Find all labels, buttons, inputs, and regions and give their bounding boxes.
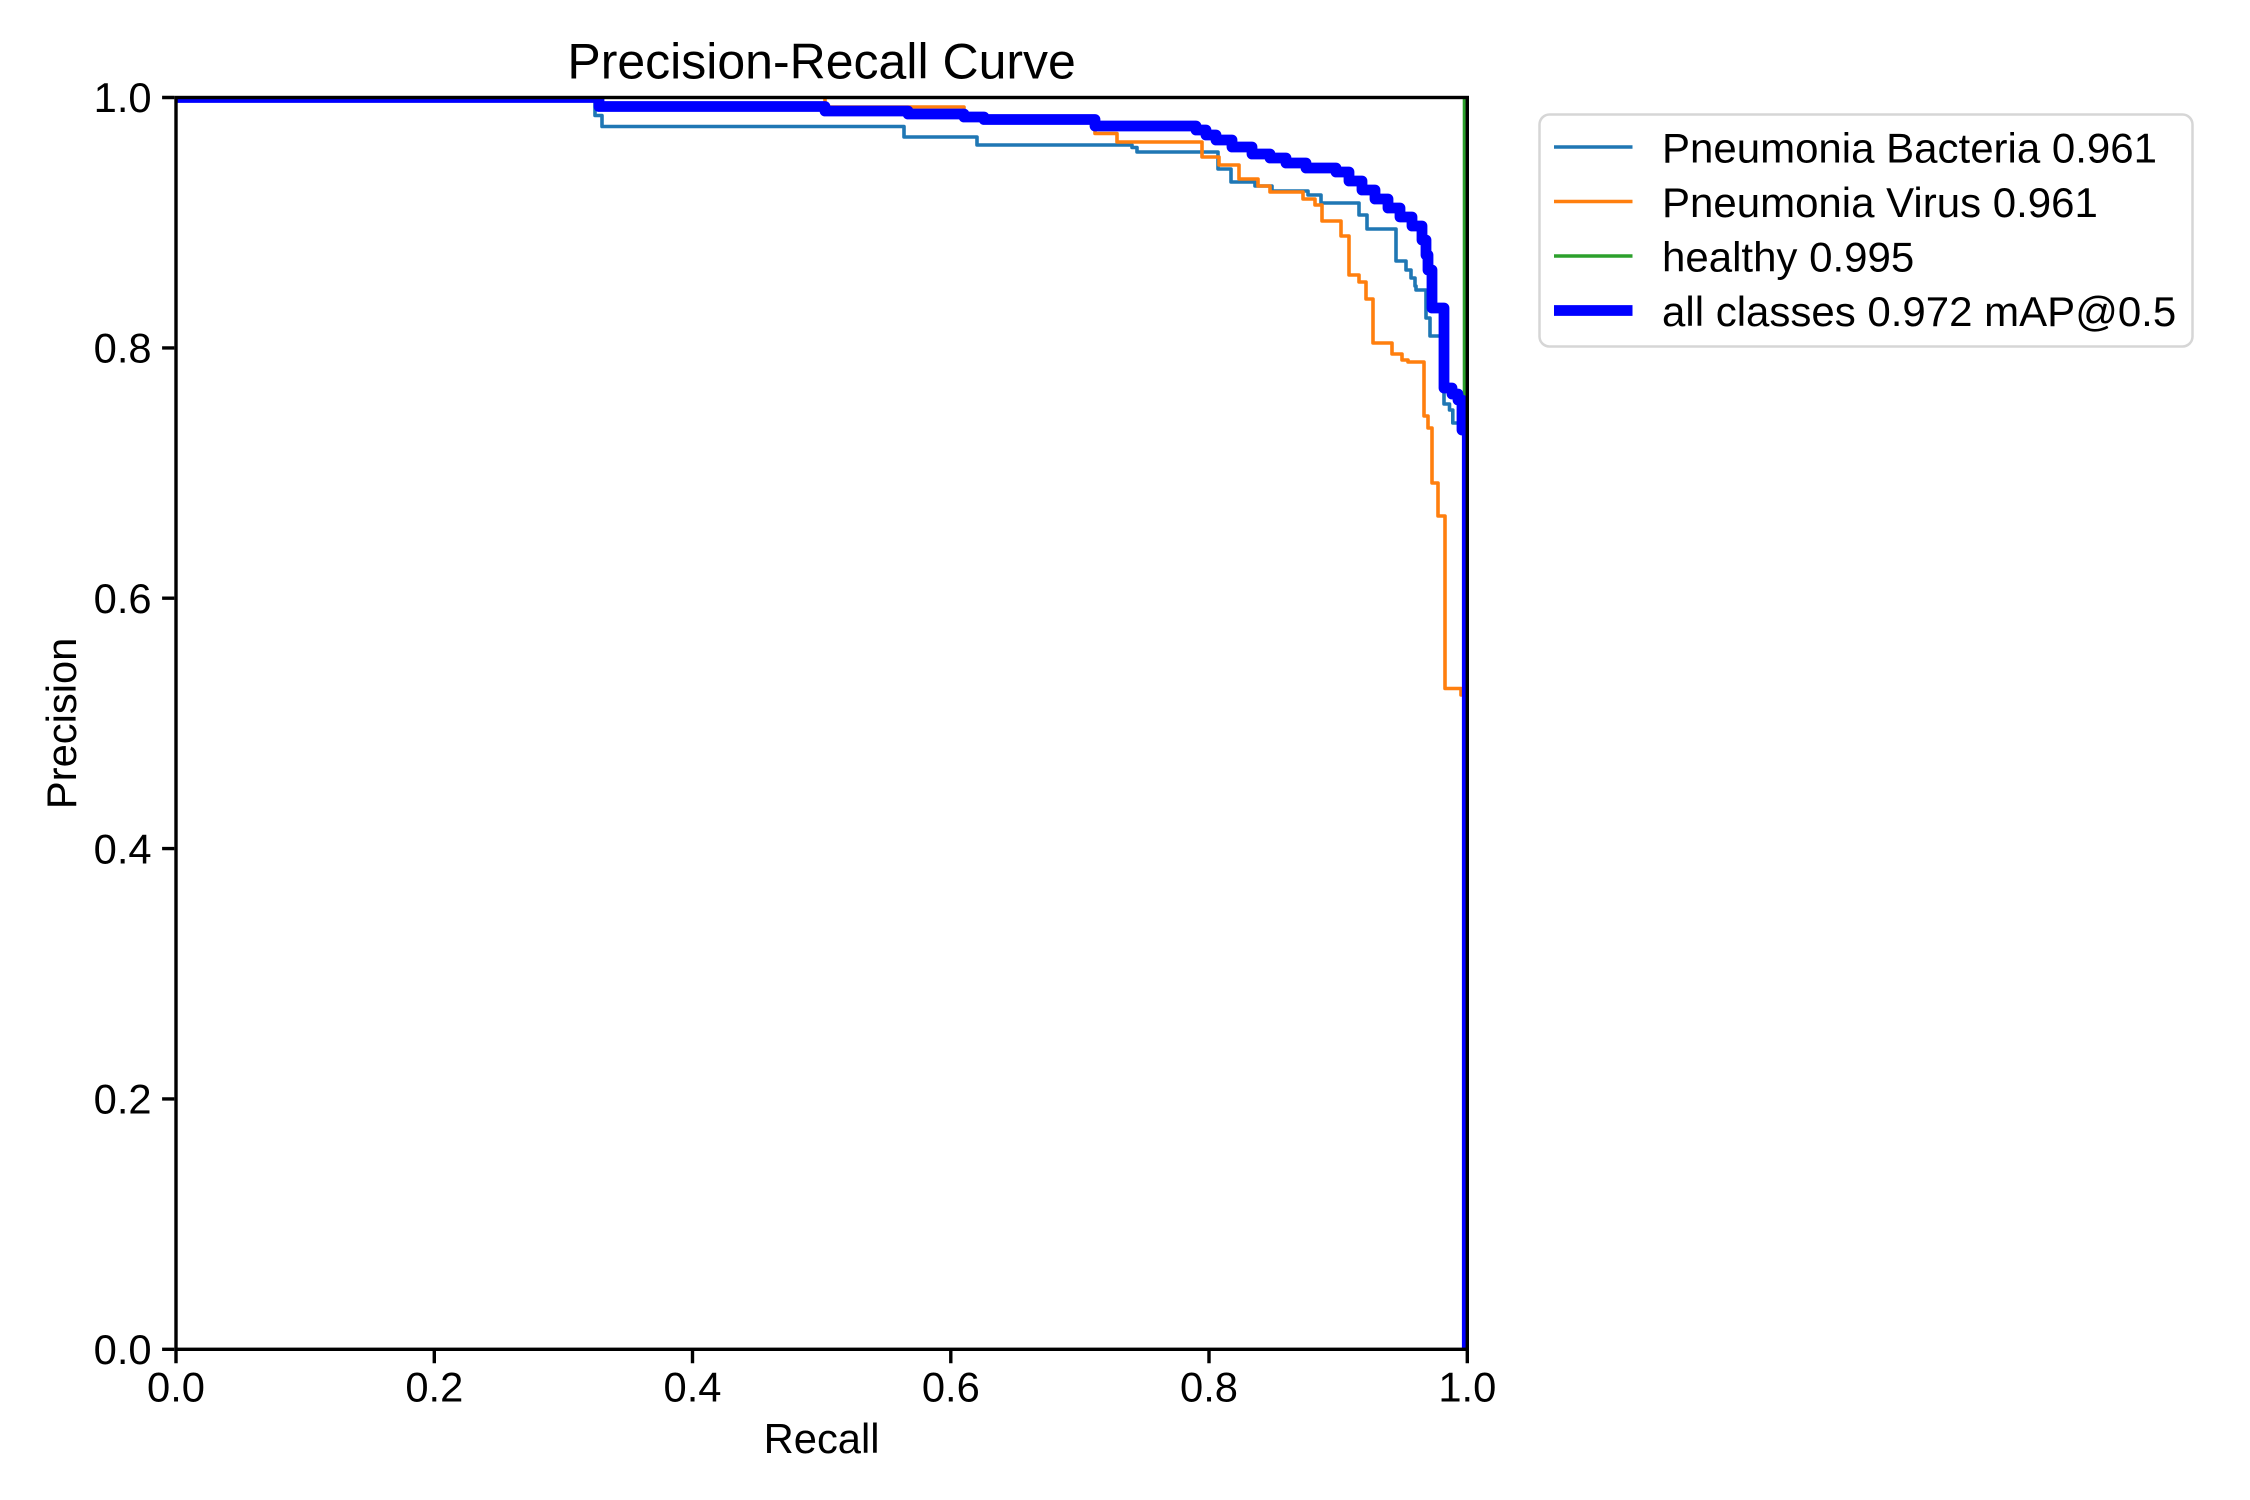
svg-text:all classes 0.972 mAP@0.5: all classes 0.972 mAP@0.5 (1662, 288, 2176, 335)
svg-text:Pneumonia Virus 0.961: Pneumonia Virus 0.961 (1662, 179, 2098, 226)
svg-text:0.0: 0.0 (147, 1364, 205, 1411)
svg-text:healthy 0.995: healthy 0.995 (1662, 233, 1914, 280)
svg-text:0.2: 0.2 (94, 1076, 152, 1123)
svg-text:1.0: 1.0 (1438, 1364, 1496, 1411)
svg-text:0.6: 0.6 (94, 575, 152, 622)
svg-text:Precision-Recall Curve: Precision-Recall Curve (567, 34, 1076, 90)
svg-text:0.8: 0.8 (94, 325, 152, 372)
svg-text:Pneumonia Bacteria 0.961: Pneumonia Bacteria 0.961 (1662, 124, 2157, 171)
svg-text:0.0: 0.0 (94, 1326, 152, 1373)
svg-text:1.0: 1.0 (94, 74, 152, 121)
svg-text:Recall: Recall (764, 1415, 880, 1462)
svg-text:Precision: Precision (38, 638, 85, 809)
svg-text:0.4: 0.4 (664, 1364, 722, 1411)
svg-text:0.6: 0.6 (922, 1364, 980, 1411)
svg-text:0.4: 0.4 (94, 825, 152, 872)
svg-text:0.8: 0.8 (1180, 1364, 1238, 1411)
svg-text:0.2: 0.2 (405, 1364, 463, 1411)
